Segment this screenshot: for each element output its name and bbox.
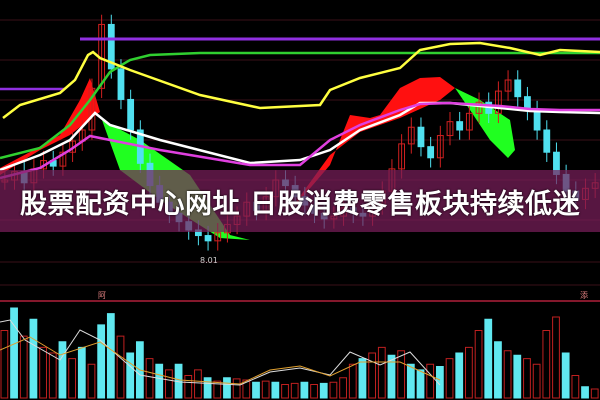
- volume-bar: [116, 335, 125, 399]
- volume-bar: [58, 341, 67, 399]
- candle-body: [504, 79, 512, 92]
- candle-body: [494, 90, 502, 114]
- volume-bar: [10, 307, 18, 399]
- volume-bar: [465, 346, 473, 399]
- volume-bar: [0, 330, 9, 399]
- volume-bar: [590, 388, 599, 399]
- ma-long-line: [0, 51, 600, 160]
- candle-body: [446, 121, 454, 137]
- ribbon-up-right: [260, 77, 455, 240]
- volume-bar: [203, 377, 212, 399]
- candle-body: [398, 143, 406, 170]
- panel-marker-left: 阿: [98, 291, 106, 300]
- candle-body: [88, 87, 96, 131]
- volume-bar: [271, 381, 280, 399]
- candle-body: [117, 68, 125, 100]
- volume-bars: [0, 307, 599, 399]
- volume-bar: [474, 330, 483, 399]
- volume-bar: [300, 381, 309, 399]
- volume-bar: [339, 377, 347, 399]
- volume-bar: [19, 335, 28, 399]
- volume-bar: [184, 375, 193, 399]
- headline-banner: 股票配资中心网址 日股消费零售板块持续低迷: [0, 170, 600, 232]
- volume-bar: [397, 350, 406, 399]
- volume-bar: [494, 341, 502, 399]
- volume-bar: [455, 352, 464, 399]
- volume-bar: [155, 363, 164, 399]
- volume-bar: [68, 358, 77, 399]
- ribbon-down-right: [455, 88, 515, 158]
- candle-body: [543, 129, 551, 153]
- volume-bar: [513, 354, 522, 399]
- candle-body: [214, 232, 222, 242]
- candle-body: [59, 151, 67, 167]
- volume-bar: [348, 363, 357, 399]
- volume-bar: [39, 346, 47, 399]
- volume-bar: [445, 358, 454, 399]
- volume-bar: [310, 384, 318, 399]
- volume-bar: [542, 330, 551, 399]
- volume-bar: [571, 375, 580, 399]
- volume-bar: [416, 369, 425, 399]
- headline-title: 股票配资中心网址 日股消费零售板块持续低迷: [20, 188, 580, 220]
- volume-bar: [290, 382, 299, 399]
- volume-bar: [281, 384, 289, 399]
- volume-bar: [484, 318, 493, 399]
- candle-body: [514, 79, 522, 98]
- candle-body: [427, 146, 435, 159]
- volume-bar: [387, 354, 396, 399]
- volume-bar: [261, 380, 270, 399]
- volume-bar: [29, 318, 38, 399]
- volume-bar: [126, 352, 135, 399]
- ma-short-line: [2, 41, 600, 119]
- volume-bar: [213, 380, 222, 399]
- volume-bar: [319, 382, 328, 399]
- volume-bar: [426, 363, 435, 399]
- candle-body: [407, 126, 415, 145]
- volume-bar: [329, 381, 338, 399]
- volume-bar: [77, 346, 86, 399]
- volume-bar: [106, 313, 115, 399]
- low-price-label: 8.01: [200, 256, 218, 265]
- volume-ma-orange: [0, 336, 441, 385]
- candle-body: [533, 110, 541, 131]
- volume-ma-white: [0, 319, 441, 386]
- volume-bar: [48, 352, 57, 399]
- volume-bar: [406, 363, 415, 399]
- candle-body: [436, 135, 444, 159]
- white-line: [0, 101, 600, 172]
- candle-body: [456, 121, 464, 131]
- volume-bar: [194, 369, 202, 399]
- volume-bar: [97, 324, 106, 399]
- volume-bar: [232, 378, 241, 399]
- volume-bar: [358, 358, 367, 399]
- volume-bar: [377, 346, 386, 399]
- volume-bar: [523, 358, 531, 399]
- volume-bar: [145, 358, 154, 399]
- candle-body: [465, 112, 473, 131]
- candle-body: [417, 126, 425, 148]
- volume-bar: [252, 381, 260, 399]
- candle-body: [127, 98, 135, 131]
- candle-body: [204, 235, 212, 242]
- panel-marker-right: 添: [580, 291, 588, 300]
- candle-body: [475, 101, 483, 114]
- magenta-line: [0, 101, 600, 180]
- volume-bar: [552, 316, 560, 399]
- volume-bar: [223, 377, 231, 399]
- volume-bar: [581, 386, 589, 399]
- volume-bar: [561, 352, 570, 399]
- volume-bar: [165, 369, 173, 399]
- volume-bar: [242, 379, 251, 399]
- candle-body: [107, 23, 115, 70]
- volume-bar: [532, 363, 541, 399]
- volume-bar: [435, 366, 444, 399]
- volume-bar: [87, 363, 96, 399]
- volume-bar: [368, 352, 377, 399]
- volume-bar: [503, 350, 512, 399]
